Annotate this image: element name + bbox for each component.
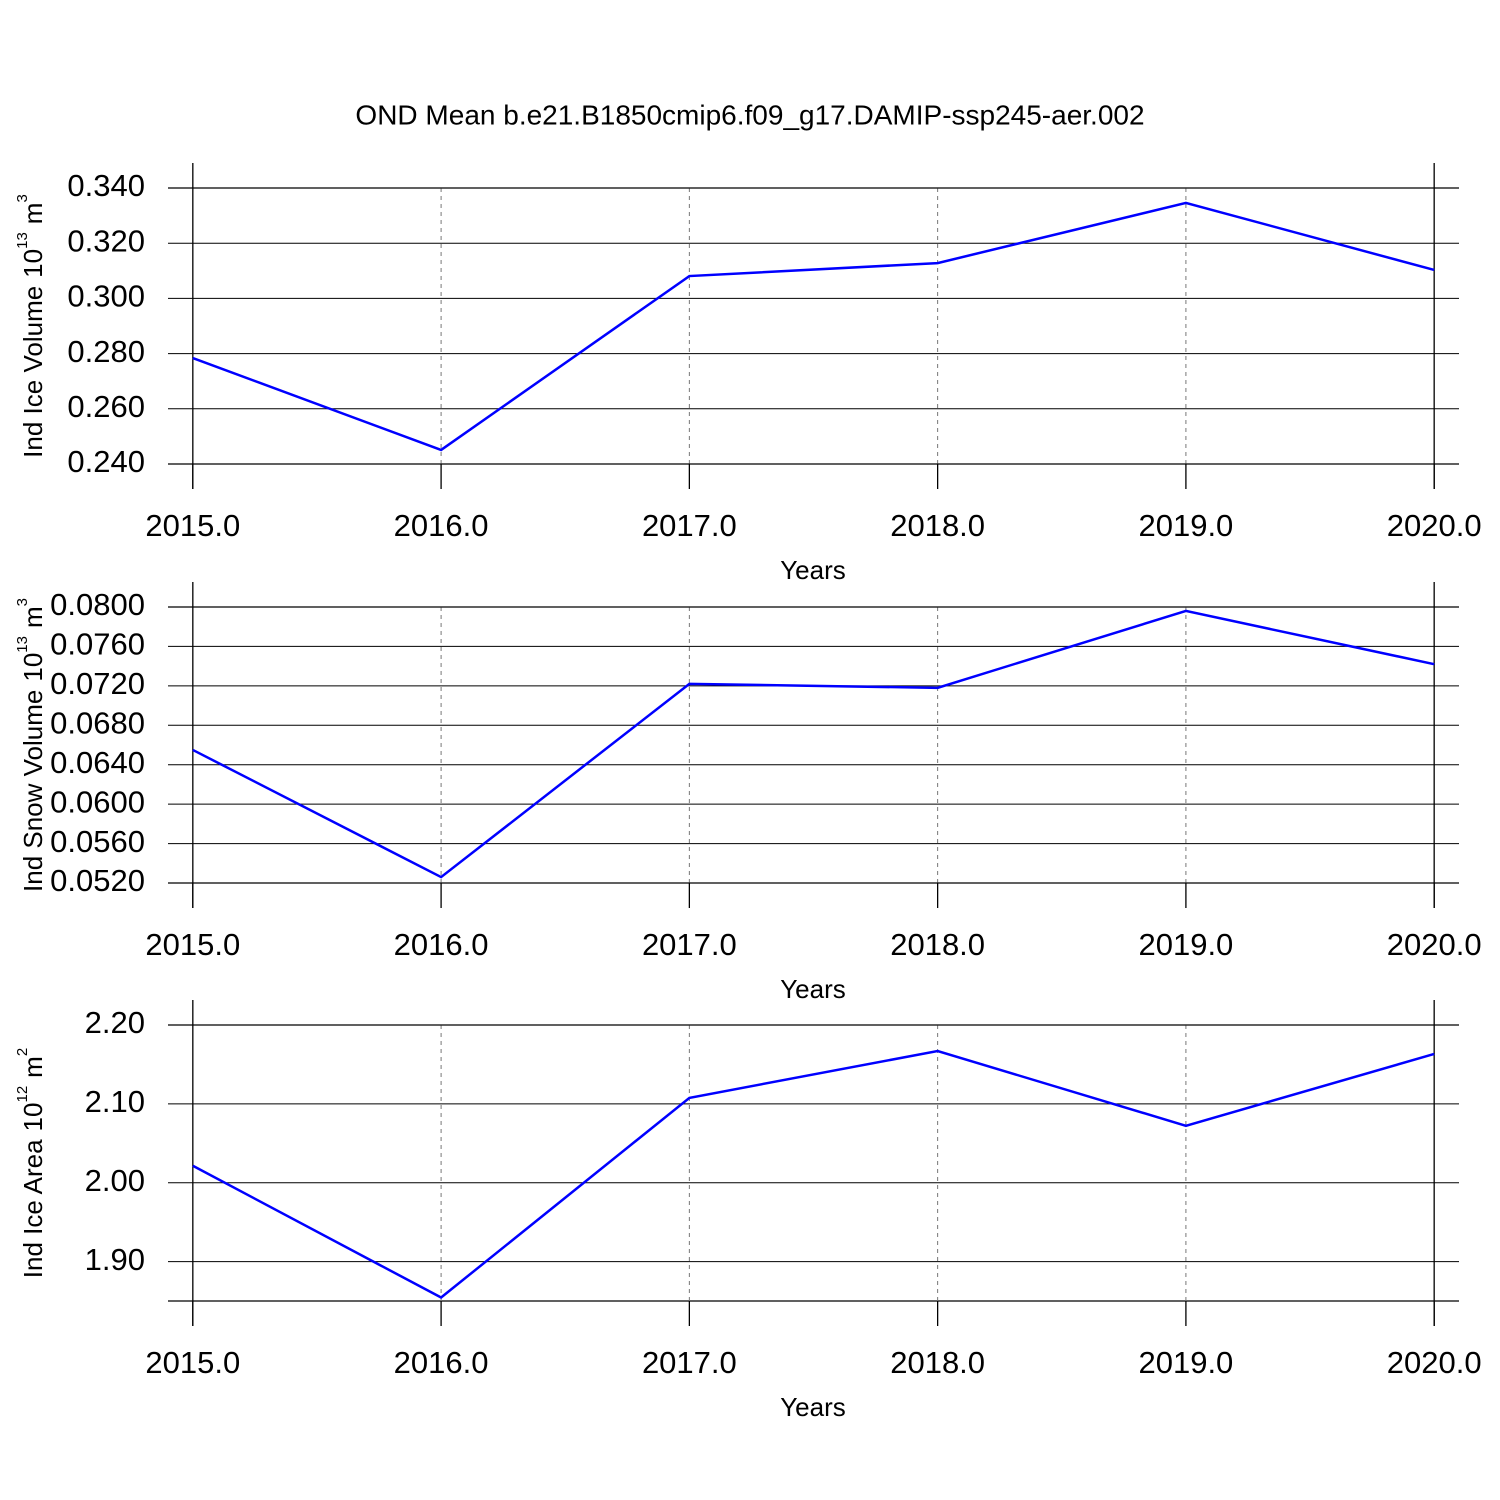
y-axis-label-part: Ind Ice Volume [18,286,48,458]
x-tick-label: 2018.0 [890,927,985,962]
y-tick-label: 0.0640 [50,745,145,780]
y-axis-label: Ind Snow Volume 1013 m3 [14,598,48,892]
y-axis-label: Ind Ice Volume 1013 m3 [14,194,48,458]
x-tick-label: 2018.0 [890,508,985,543]
y-axis-label-part: 12 [14,1086,31,1103]
x-axis-label: Years [780,974,846,1004]
y-axis-label-part: 3 [14,598,31,606]
x-tick-label: 2020.0 [1387,927,1482,962]
y-axis-label: Ind Ice Area 1012 m2 [14,1048,48,1278]
y-tick-label: 0.280 [67,334,145,369]
x-axis-label: Years [780,555,846,585]
y-axis-label-part: 2 [14,1048,31,1056]
x-tick-label: 2018.0 [890,1345,985,1380]
x-tick-label: 2019.0 [1138,508,1233,543]
data-line [192,201,1435,452]
data-line [192,1049,1435,1300]
y-tick-label: 2.00 [85,1163,145,1198]
x-tick-label: 2019.0 [1138,1345,1233,1380]
y-tick-label: 0.300 [67,279,145,314]
y-axis-label-part: 10 [18,249,48,278]
x-tick-label: 2015.0 [145,927,240,962]
y-axis-label-part: 10 [18,653,48,682]
y-axis-label-part: Ind Ice Area [18,1139,48,1278]
y-axis-label-part: m [18,203,48,225]
x-tick-label: 2016.0 [394,1345,489,1380]
data-line [192,609,1435,879]
y-tick-label: 0.0560 [50,824,145,859]
x-tick-label: 2016.0 [394,508,489,543]
x-tick-label: 2017.0 [642,508,737,543]
y-axis-label-part: 13 [14,636,31,653]
y-axis-label-part: 3 [14,194,31,202]
y-tick-label: 0.240 [67,444,145,479]
y-tick-label: 0.0520 [50,863,145,898]
x-tick-label: 2020.0 [1387,1345,1482,1380]
y-tick-label: 0.0720 [50,666,145,701]
figure-title: OND Mean b.e21.B1850cmip6.f09_g17.DAMIP-… [355,99,1144,130]
y-axis-label-part: m [18,606,48,628]
x-tick-label: 2015.0 [145,1345,240,1380]
y-tick-label: 0.0680 [50,705,145,740]
y-axis-label-part: 13 [14,232,31,249]
y-tick-label: 1.90 [85,1242,145,1277]
y-tick-label: 0.320 [67,223,145,258]
y-tick-label: 0.260 [67,389,145,424]
y-tick-label: 0.340 [67,168,145,203]
x-tick-label: 2015.0 [145,508,240,543]
y-axis-label-part: Ind Snow Volume [18,690,48,892]
x-tick-label: 2019.0 [1138,927,1233,962]
y-axis-label-part: 10 [18,1103,48,1132]
y-tick-label: 0.0760 [50,627,145,662]
y-tick-label: 0.0600 [50,784,145,819]
y-axis-label-part: m [18,1056,48,1078]
x-tick-label: 2020.0 [1387,508,1482,543]
x-tick-label: 2017.0 [642,1345,737,1380]
x-tick-label: 2017.0 [642,927,737,962]
y-tick-label: 2.10 [85,1084,145,1119]
x-axis-label: Years [780,1392,846,1422]
y-tick-label: 2.20 [85,1005,145,1040]
x-tick-label: 2016.0 [394,927,489,962]
y-tick-label: 0.0800 [50,587,145,622]
